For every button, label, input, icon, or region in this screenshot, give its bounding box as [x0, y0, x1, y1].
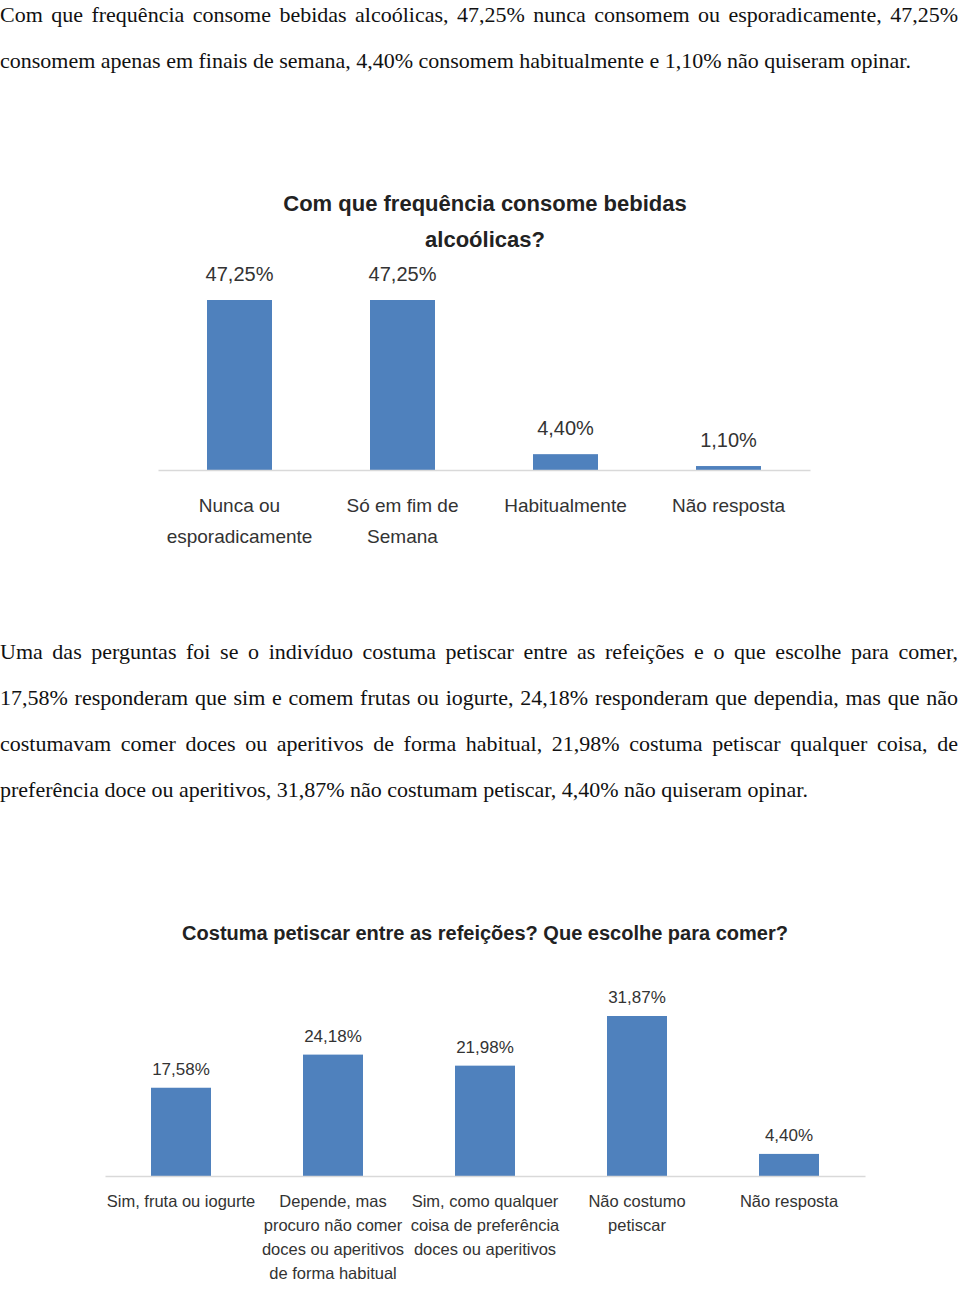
paragraph: Uma das perguntas foi se o indivíduo cos…: [0, 629, 958, 813]
data-labels: 17,58% 24,18% 21,98% 31,87% 4,40%: [152, 988, 813, 1145]
data-label: 17,58%: [152, 1060, 210, 1079]
chart: Costuma petiscar entre as refeições? Que…: [106, 922, 866, 1282]
paragraph: Com que frequência consome bebidas alcoó…: [0, 0, 958, 84]
bar: [607, 1016, 667, 1176]
data-label: 1,10%: [700, 429, 757, 451]
tick: Não resposta: [672, 495, 785, 516]
tick-label: Depende, masprocuro não comerdoces ou ap…: [262, 1192, 404, 1282]
data-label: 31,87%: [608, 988, 666, 1007]
tick-label: Sim, fruta ou iogurte: [107, 1192, 256, 1210]
bar: [759, 1154, 819, 1176]
bar: [151, 1088, 211, 1176]
bar: [455, 1066, 515, 1176]
bars: [207, 300, 761, 470]
data-label: 21,98%: [456, 1038, 514, 1057]
data-label: 47,25%: [206, 263, 274, 285]
tick-label: Habitualmente: [504, 495, 627, 516]
data-labels: 47,25% 47,25% 4,40% 1,10%: [206, 263, 757, 451]
tick-label: Sim, como qualquercoisa de preferênciado…: [411, 1192, 560, 1258]
tick: Não resposta: [740, 1192, 839, 1210]
bar: [370, 300, 435, 470]
chart: Com que frequência consome bebidasalcoól…: [159, 191, 811, 547]
tick: Nunca ouesporadicamente: [167, 495, 313, 547]
data-label: 4,40%: [765, 1126, 813, 1145]
tick: Só em fim deSemana: [347, 495, 459, 547]
bar: [696, 466, 761, 470]
data-label: 24,18%: [304, 1027, 362, 1046]
data-label: 47,25%: [369, 263, 437, 285]
bar: [207, 300, 272, 470]
tick: Sim, como qualquercoisa de preferênciado…: [411, 1192, 560, 1258]
tick-label: Não resposta: [740, 1192, 839, 1210]
chart-title: Costuma petiscar entre as refeições? Que…: [182, 922, 788, 944]
tick: Depende, masprocuro não comerdoces ou ap…: [262, 1192, 404, 1282]
data-label: 4,40%: [537, 417, 594, 439]
x-axis: Nunca ouesporadicamente Só em fim deSeman…: [159, 471, 811, 548]
tick-label: Não costumopetiscar: [588, 1192, 685, 1234]
tick: Sim, fruta ou iogurte: [107, 1192, 256, 1210]
axis-line: [159, 470, 811, 471]
bar: [533, 454, 598, 470]
tick: Habitualmente: [504, 495, 627, 516]
bar: [303, 1055, 363, 1176]
tick: Não costumopetiscar: [588, 1192, 685, 1234]
bars: [151, 1016, 819, 1176]
chart-title: Com que frequência consome bebidasalcoól…: [283, 191, 686, 252]
tick-label: Nunca ouesporadicamente: [167, 495, 313, 547]
x-axis: Sim, fruta ou iogurte Depende, masprocuro…: [106, 1177, 866, 1283]
tick-label: Só em fim deSemana: [347, 495, 459, 547]
axis-line: [106, 1176, 866, 1177]
tick-label: Não resposta: [672, 495, 785, 516]
